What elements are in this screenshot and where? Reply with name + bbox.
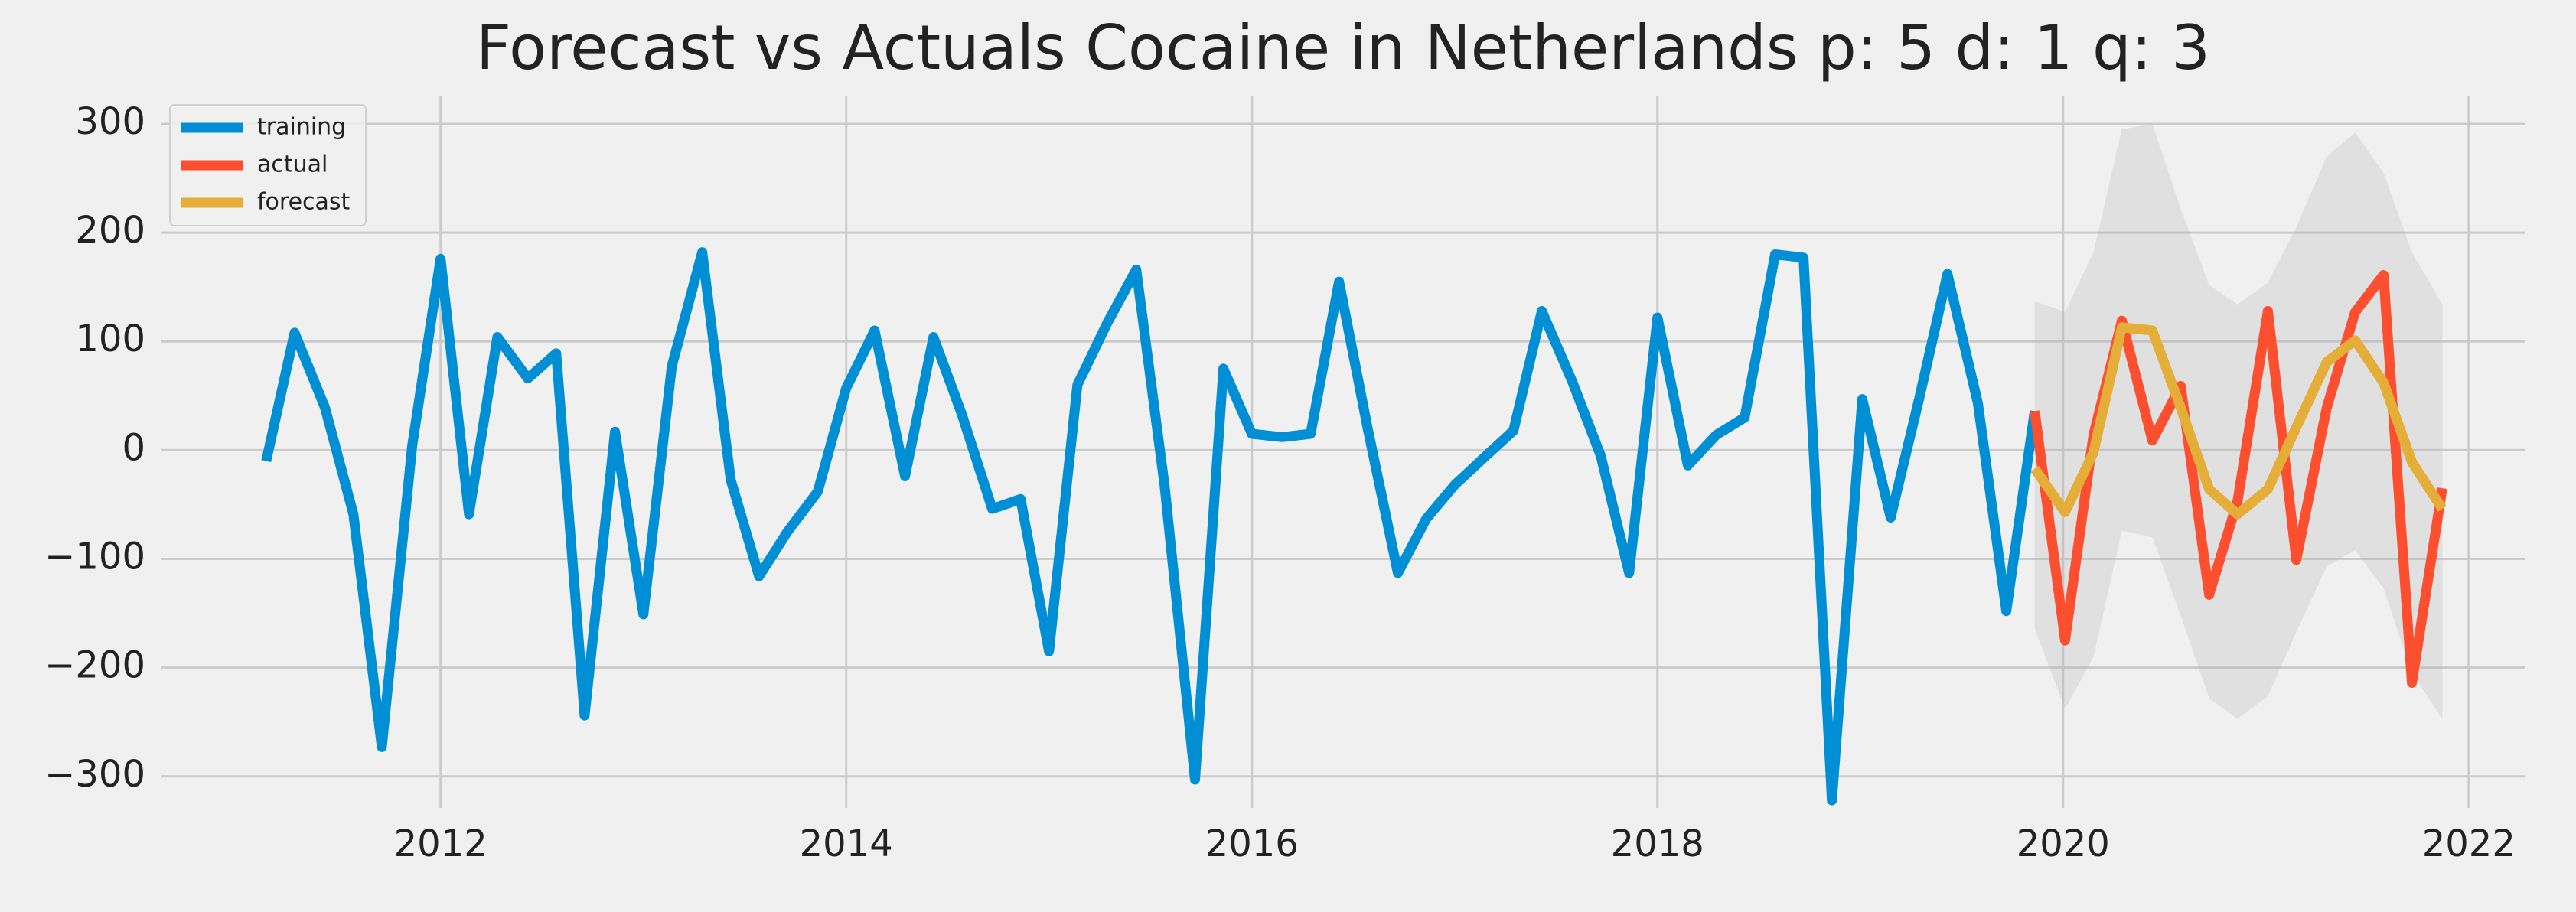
y-tick-label: −200	[44, 644, 145, 687]
legend-label: actual	[257, 151, 328, 178]
legend-box	[169, 104, 367, 226]
series-line	[261, 247, 2040, 806]
confidence-band	[2034, 123, 2443, 719]
x-tick-label: 2014	[800, 822, 893, 865]
x-tick-label: 2018	[1611, 822, 1704, 865]
legend-label: training	[257, 114, 346, 141]
y-tick-label: −100	[44, 536, 145, 578]
series-line	[2030, 322, 2447, 520]
x-tick-label: 2022	[2422, 822, 2516, 865]
legend-label: forecast	[257, 189, 351, 216]
y-tick-label: −300	[44, 753, 145, 796]
x-tick-label: 2020	[2017, 822, 2110, 865]
x-tick-label: 2016	[1205, 822, 1299, 865]
y-tick-label: 0	[122, 426, 145, 469]
chart-title: Forecast vs Actuals Cocaine in Netherlan…	[476, 12, 2210, 83]
y-tick-label: 300	[75, 100, 145, 143]
y-tick-label: 100	[75, 318, 145, 360]
x-tick-label: 2012	[394, 822, 487, 865]
y-tick-label: 200	[75, 209, 145, 252]
